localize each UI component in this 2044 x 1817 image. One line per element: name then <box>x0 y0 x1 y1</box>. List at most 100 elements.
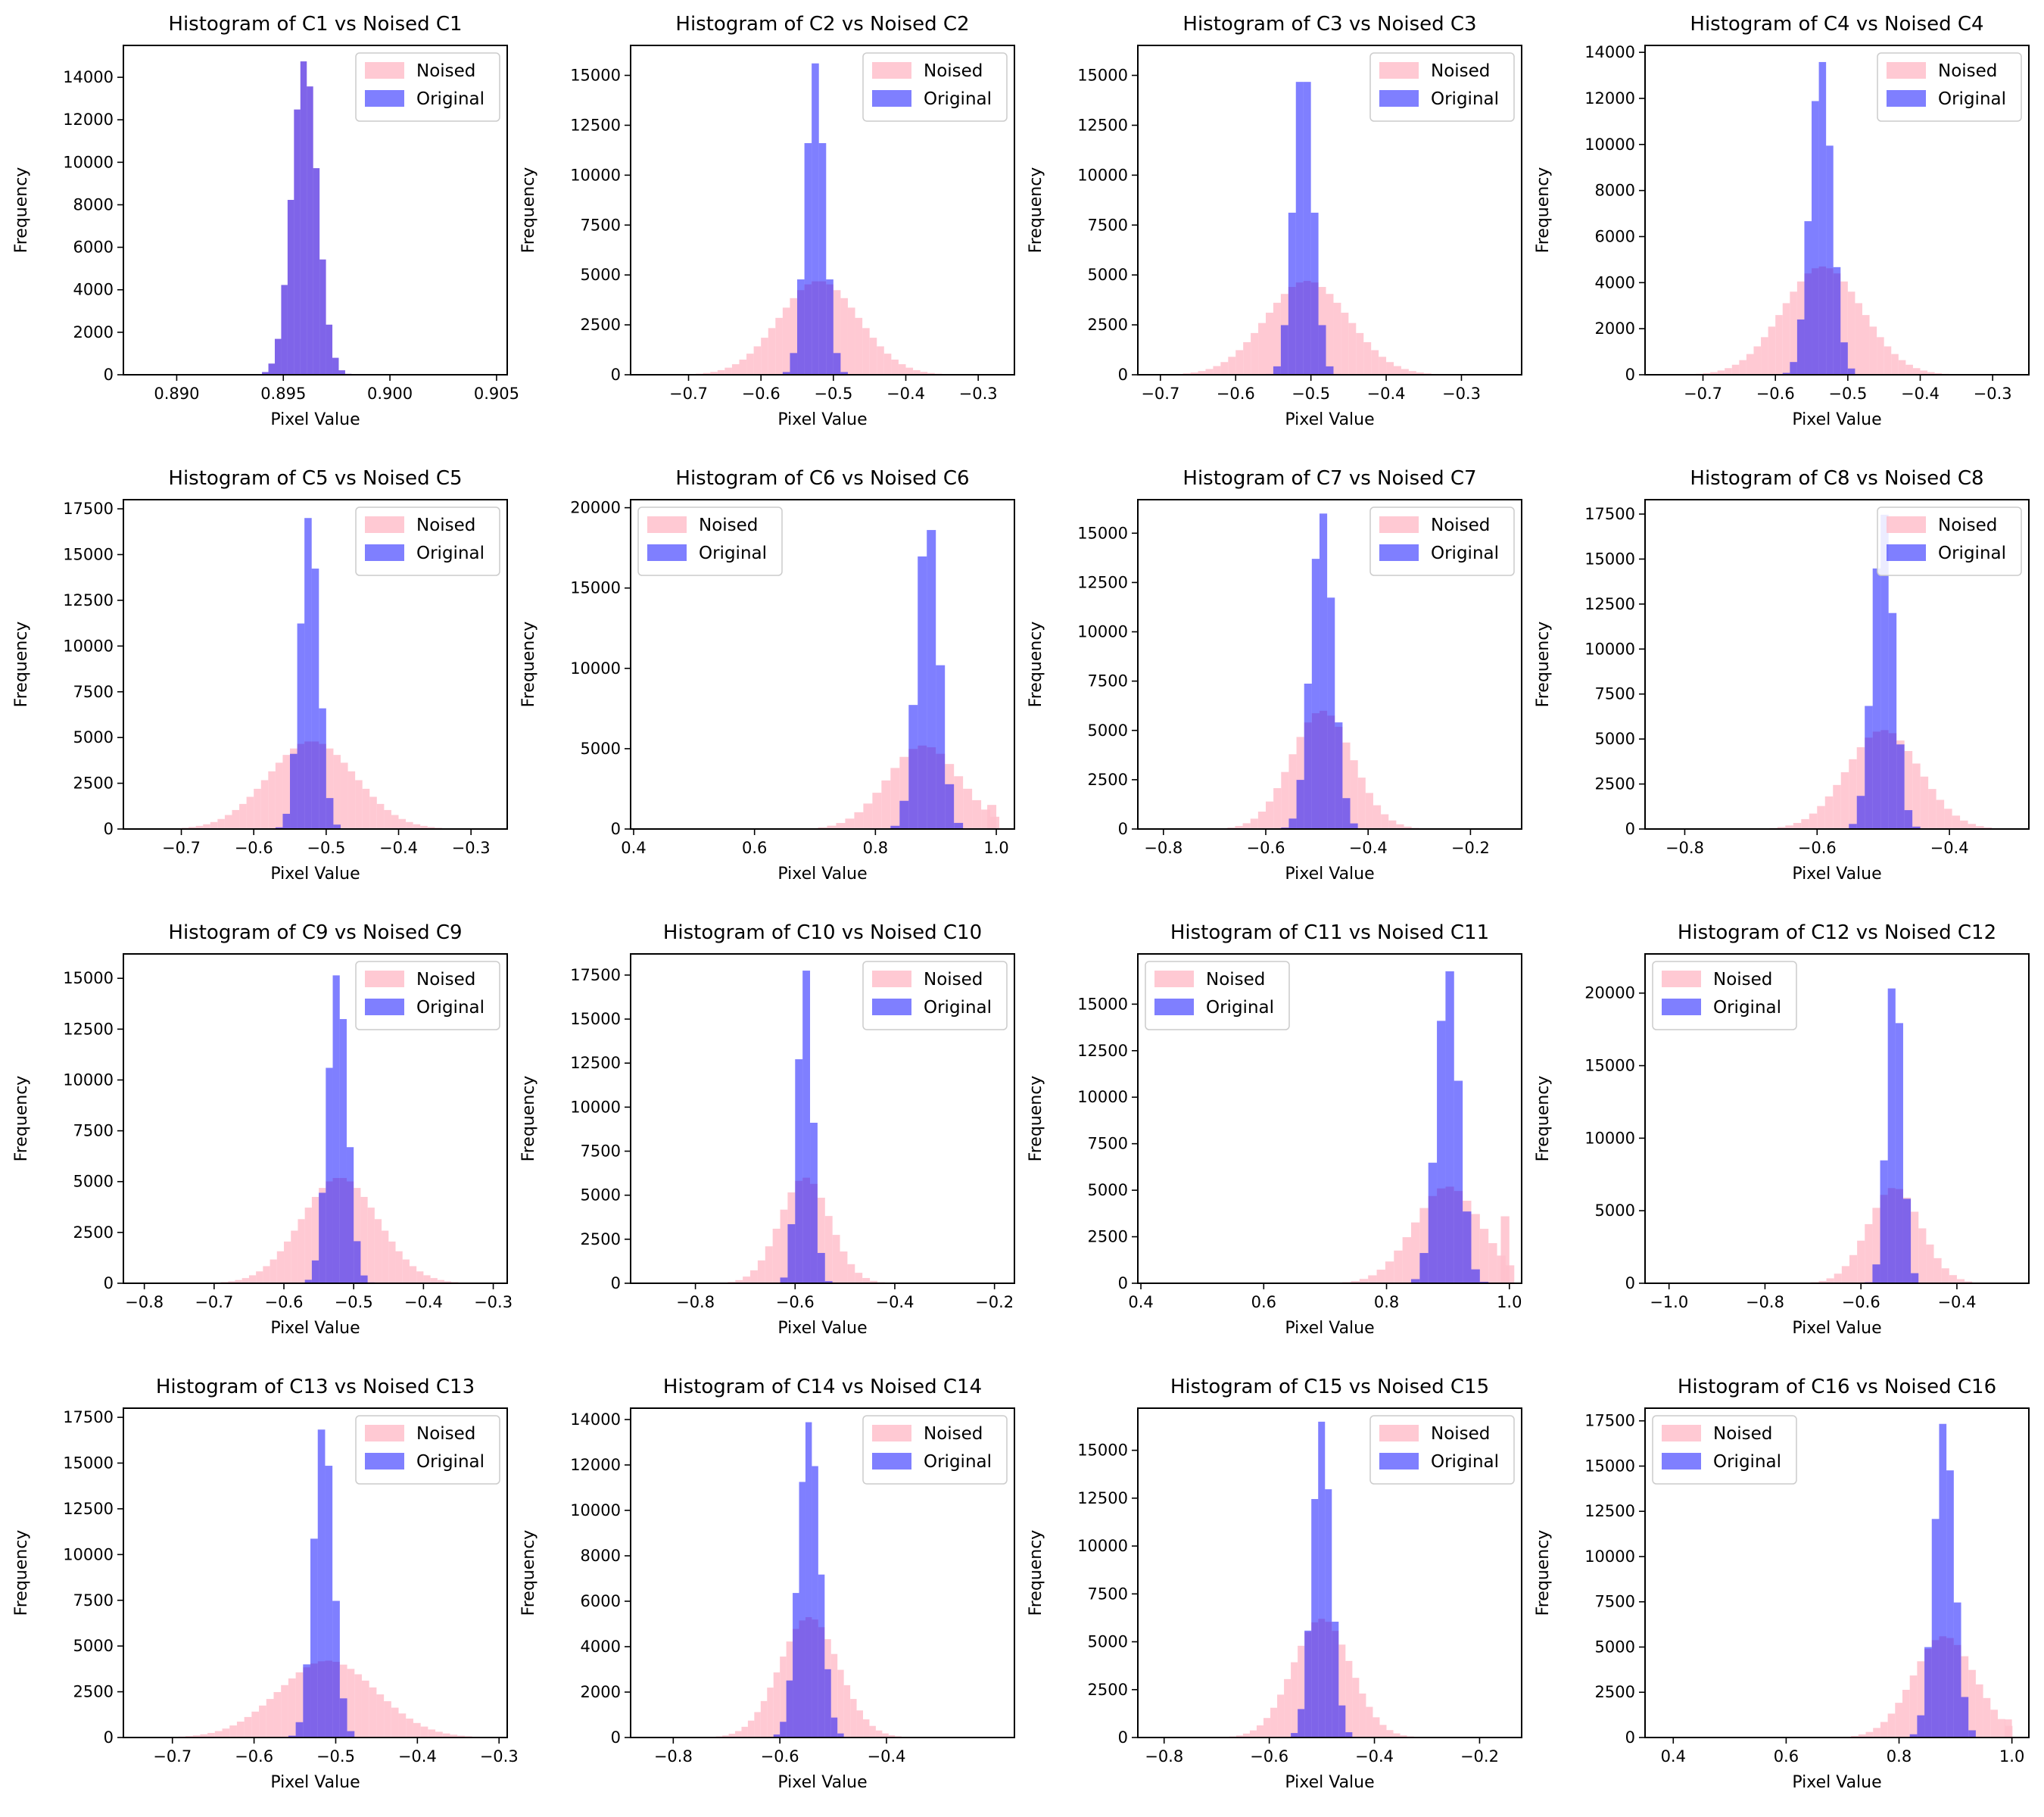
noised-bar <box>735 1731 742 1738</box>
original-bar <box>1463 1211 1472 1283</box>
x-tick-label: 0.4 <box>621 839 646 857</box>
x-axis-label: Pixel Value <box>270 865 360 884</box>
original-bar <box>908 705 918 829</box>
bars <box>1201 1421 1441 1738</box>
y-tick-label: 17500 <box>1584 505 1635 523</box>
noised-bar <box>1235 826 1243 829</box>
noised-bar <box>281 1685 288 1738</box>
axes-frame <box>1137 499 1522 830</box>
original-bar <box>1288 212 1296 375</box>
subplot-3: −0.7 −0.6 −0.5 −0.4 −0.3 0 2500 5000 7500 10000 12… <box>1027 13 1522 429</box>
x-axis-label: Pixel Value <box>1285 865 1374 884</box>
noised-bar <box>710 372 718 375</box>
noised-bar <box>1809 813 1818 829</box>
noised-bar <box>869 1725 876 1738</box>
legend: Noised Original <box>355 52 500 122</box>
y-tick-label: 12500 <box>1077 1489 1128 1507</box>
original-legend-label: Original <box>699 544 767 563</box>
original-bar <box>319 259 326 375</box>
x-tick-label: −0.4 <box>1355 1747 1394 1766</box>
noised-bar <box>374 1219 382 1283</box>
original-legend-swatch <box>1379 1453 1419 1469</box>
noised-bar <box>195 825 204 829</box>
y-tick-label: 2500 <box>73 1223 114 1242</box>
legend: Noised Original <box>862 1415 1008 1485</box>
y-tick-label: 12500 <box>1584 595 1635 613</box>
noised-bar <box>1359 1279 1369 1283</box>
original-legend-label: Original <box>416 89 485 109</box>
noised-bar <box>981 809 991 829</box>
noised-bar <box>444 1281 452 1283</box>
noised-bar <box>1416 372 1424 375</box>
y-tick-label: 2500 <box>1088 316 1128 334</box>
axes-frame <box>123 45 508 376</box>
original-bar <box>294 109 301 375</box>
noised-bar <box>757 1260 765 1283</box>
noised-bar <box>761 338 768 375</box>
x-tick-label: −0.8 <box>1144 839 1182 857</box>
x-tick-label: 0.890 <box>154 385 199 403</box>
noised-legend-label: Noised <box>699 516 758 535</box>
noised-bar <box>1376 1270 1385 1283</box>
noised-bar <box>402 1259 410 1283</box>
original-bar <box>1896 744 1905 829</box>
original-legend-label: Original <box>1938 89 2006 109</box>
noised-bar <box>291 1230 298 1283</box>
noised-bar <box>347 771 356 829</box>
y-tick-label: 15000 <box>1077 1441 1128 1460</box>
noised-bar <box>1909 1675 1918 1738</box>
y-tick-label: 15000 <box>1584 1057 1635 1075</box>
chart-title: Histogram of C4 vs Noised C4 <box>1690 13 1983 36</box>
original-bar <box>890 825 900 829</box>
noised-bar <box>362 788 370 829</box>
original-bar <box>304 1279 312 1283</box>
subplot-5: −0.7 −0.6 −0.5 −0.4 −0.3 0 2500 5000 7500 10000 12… <box>12 467 508 884</box>
original-legend-label: Original <box>416 1452 485 1472</box>
original-legend-label: Original <box>1206 998 1274 1018</box>
y-tick-label: 2500 <box>1595 1683 1635 1701</box>
original-bar <box>1288 818 1297 829</box>
original-legend-label: Original <box>924 1452 992 1472</box>
original-bar <box>936 665 946 829</box>
legend: Noised Original <box>1369 1415 1515 1485</box>
noised-bar <box>228 1281 235 1283</box>
x-tick-label: −0.4 <box>1349 839 1388 857</box>
noised-bar <box>1388 820 1397 829</box>
bars <box>159 518 457 829</box>
noised-legend-swatch <box>365 516 404 533</box>
noised-bar <box>1904 751 1913 829</box>
subplot-13: −0.7 −0.6 −0.5 −0.4 −0.3 0 2500 5000 7500 10000 12… <box>12 1376 519 1792</box>
noised-bar <box>369 796 377 829</box>
noised-bar <box>1990 1709 1998 1738</box>
noised-bar <box>1291 1662 1298 1738</box>
noised-legend-swatch <box>365 1425 404 1441</box>
x-axis-label: Pixel Value <box>777 410 867 429</box>
noised-legend-label: Noised <box>1431 516 1490 535</box>
original-legend-swatch <box>872 999 911 1015</box>
original-bar <box>1318 325 1326 375</box>
noised-bar <box>1905 364 1913 375</box>
x-tick-label: −0.4 <box>886 385 925 403</box>
noised-bar <box>1912 368 1921 375</box>
original-bar <box>262 372 269 375</box>
original-legend-swatch <box>1662 999 1701 1015</box>
axes-frame <box>123 953 508 1284</box>
noised-bar <box>222 1728 230 1738</box>
x-tick-label: −0.3 <box>452 839 491 857</box>
y-tick-label: 10000 <box>1584 1129 1635 1147</box>
x-tick-label: −0.8 <box>654 1747 693 1766</box>
noised-bar <box>1228 357 1236 375</box>
noised-bar <box>898 364 906 375</box>
noised-bar <box>1410 1222 1420 1283</box>
bars <box>1814 1423 2013 1738</box>
noised-bar <box>773 1672 781 1738</box>
x-tick-label: 0.6 <box>1251 1293 1276 1311</box>
noised-bar <box>1918 1228 1927 1283</box>
x-tick-label: −0.8 <box>125 1293 164 1311</box>
noised-bar <box>1419 1208 1429 1283</box>
original-bar <box>1826 145 1834 375</box>
y-tick-label: 10000 <box>570 1501 621 1519</box>
noised-bar <box>905 367 914 375</box>
y-tick-label: 0 <box>1625 1274 1635 1292</box>
y-tick-label: 15000 <box>570 579 621 597</box>
